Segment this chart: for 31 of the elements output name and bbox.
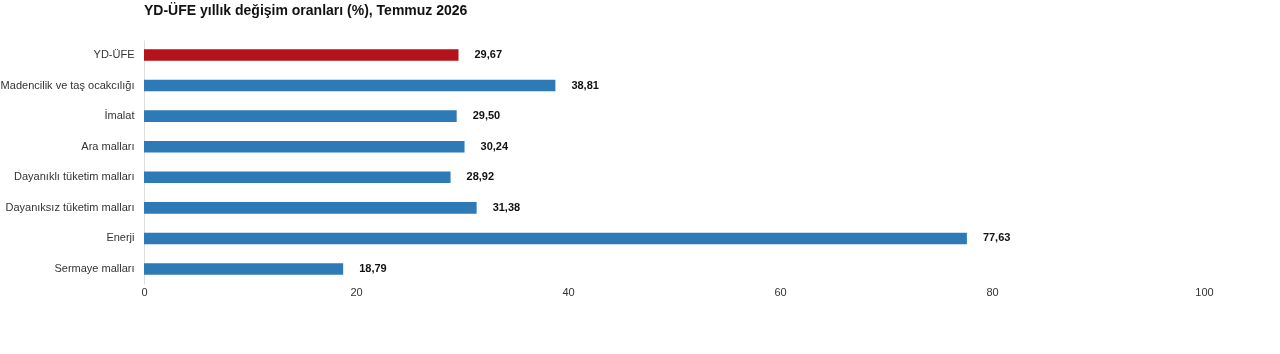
data-label: 28,92 bbox=[466, 170, 495, 183]
bar bbox=[144, 202, 477, 214]
bar bbox=[144, 49, 459, 61]
x-tick-label: 80 bbox=[986, 285, 999, 298]
y-tick-label: YD-ÜFE bbox=[93, 47, 135, 60]
x-tick-label: 100 bbox=[1195, 285, 1214, 298]
y-tick-label: Dayanıksız tüketim malları bbox=[5, 200, 135, 213]
bar bbox=[144, 171, 451, 184]
chart-title: YD-ÜFE yıllık değişim oranları (%), Temmuz 2026 bbox=[144, 2, 468, 18]
x-tick-label: 0 bbox=[141, 285, 148, 298]
x-tick-label: 60 bbox=[774, 285, 787, 298]
y-tick-label: Madencilik ve taş ocakcılığı bbox=[0, 78, 135, 91]
x-tick-label: 40 bbox=[562, 285, 575, 298]
y-tick-label: İmalat bbox=[104, 109, 135, 122]
data-label: 38,81 bbox=[571, 78, 599, 91]
data-label: 30,24 bbox=[480, 139, 509, 152]
data-label: 29,50 bbox=[472, 109, 501, 122]
bar bbox=[144, 232, 967, 245]
y-tick-label: Sermaye malları bbox=[54, 262, 135, 275]
bar bbox=[144, 79, 556, 92]
x-tick-label: 20 bbox=[350, 285, 363, 298]
data-label: 77,63 bbox=[982, 231, 1011, 244]
bar bbox=[144, 140, 465, 153]
data-label: 31,38 bbox=[492, 200, 521, 213]
y-tick-label: Enerji bbox=[106, 231, 135, 244]
bar bbox=[144, 263, 344, 275]
bar bbox=[144, 110, 457, 122]
y-tick-label: Dayanıklı tüketim malları bbox=[14, 170, 135, 183]
data-label: 29,67 bbox=[474, 47, 503, 60]
data-label: 18,79 bbox=[359, 262, 387, 275]
y-tick-label: Ara malları bbox=[81, 139, 135, 152]
